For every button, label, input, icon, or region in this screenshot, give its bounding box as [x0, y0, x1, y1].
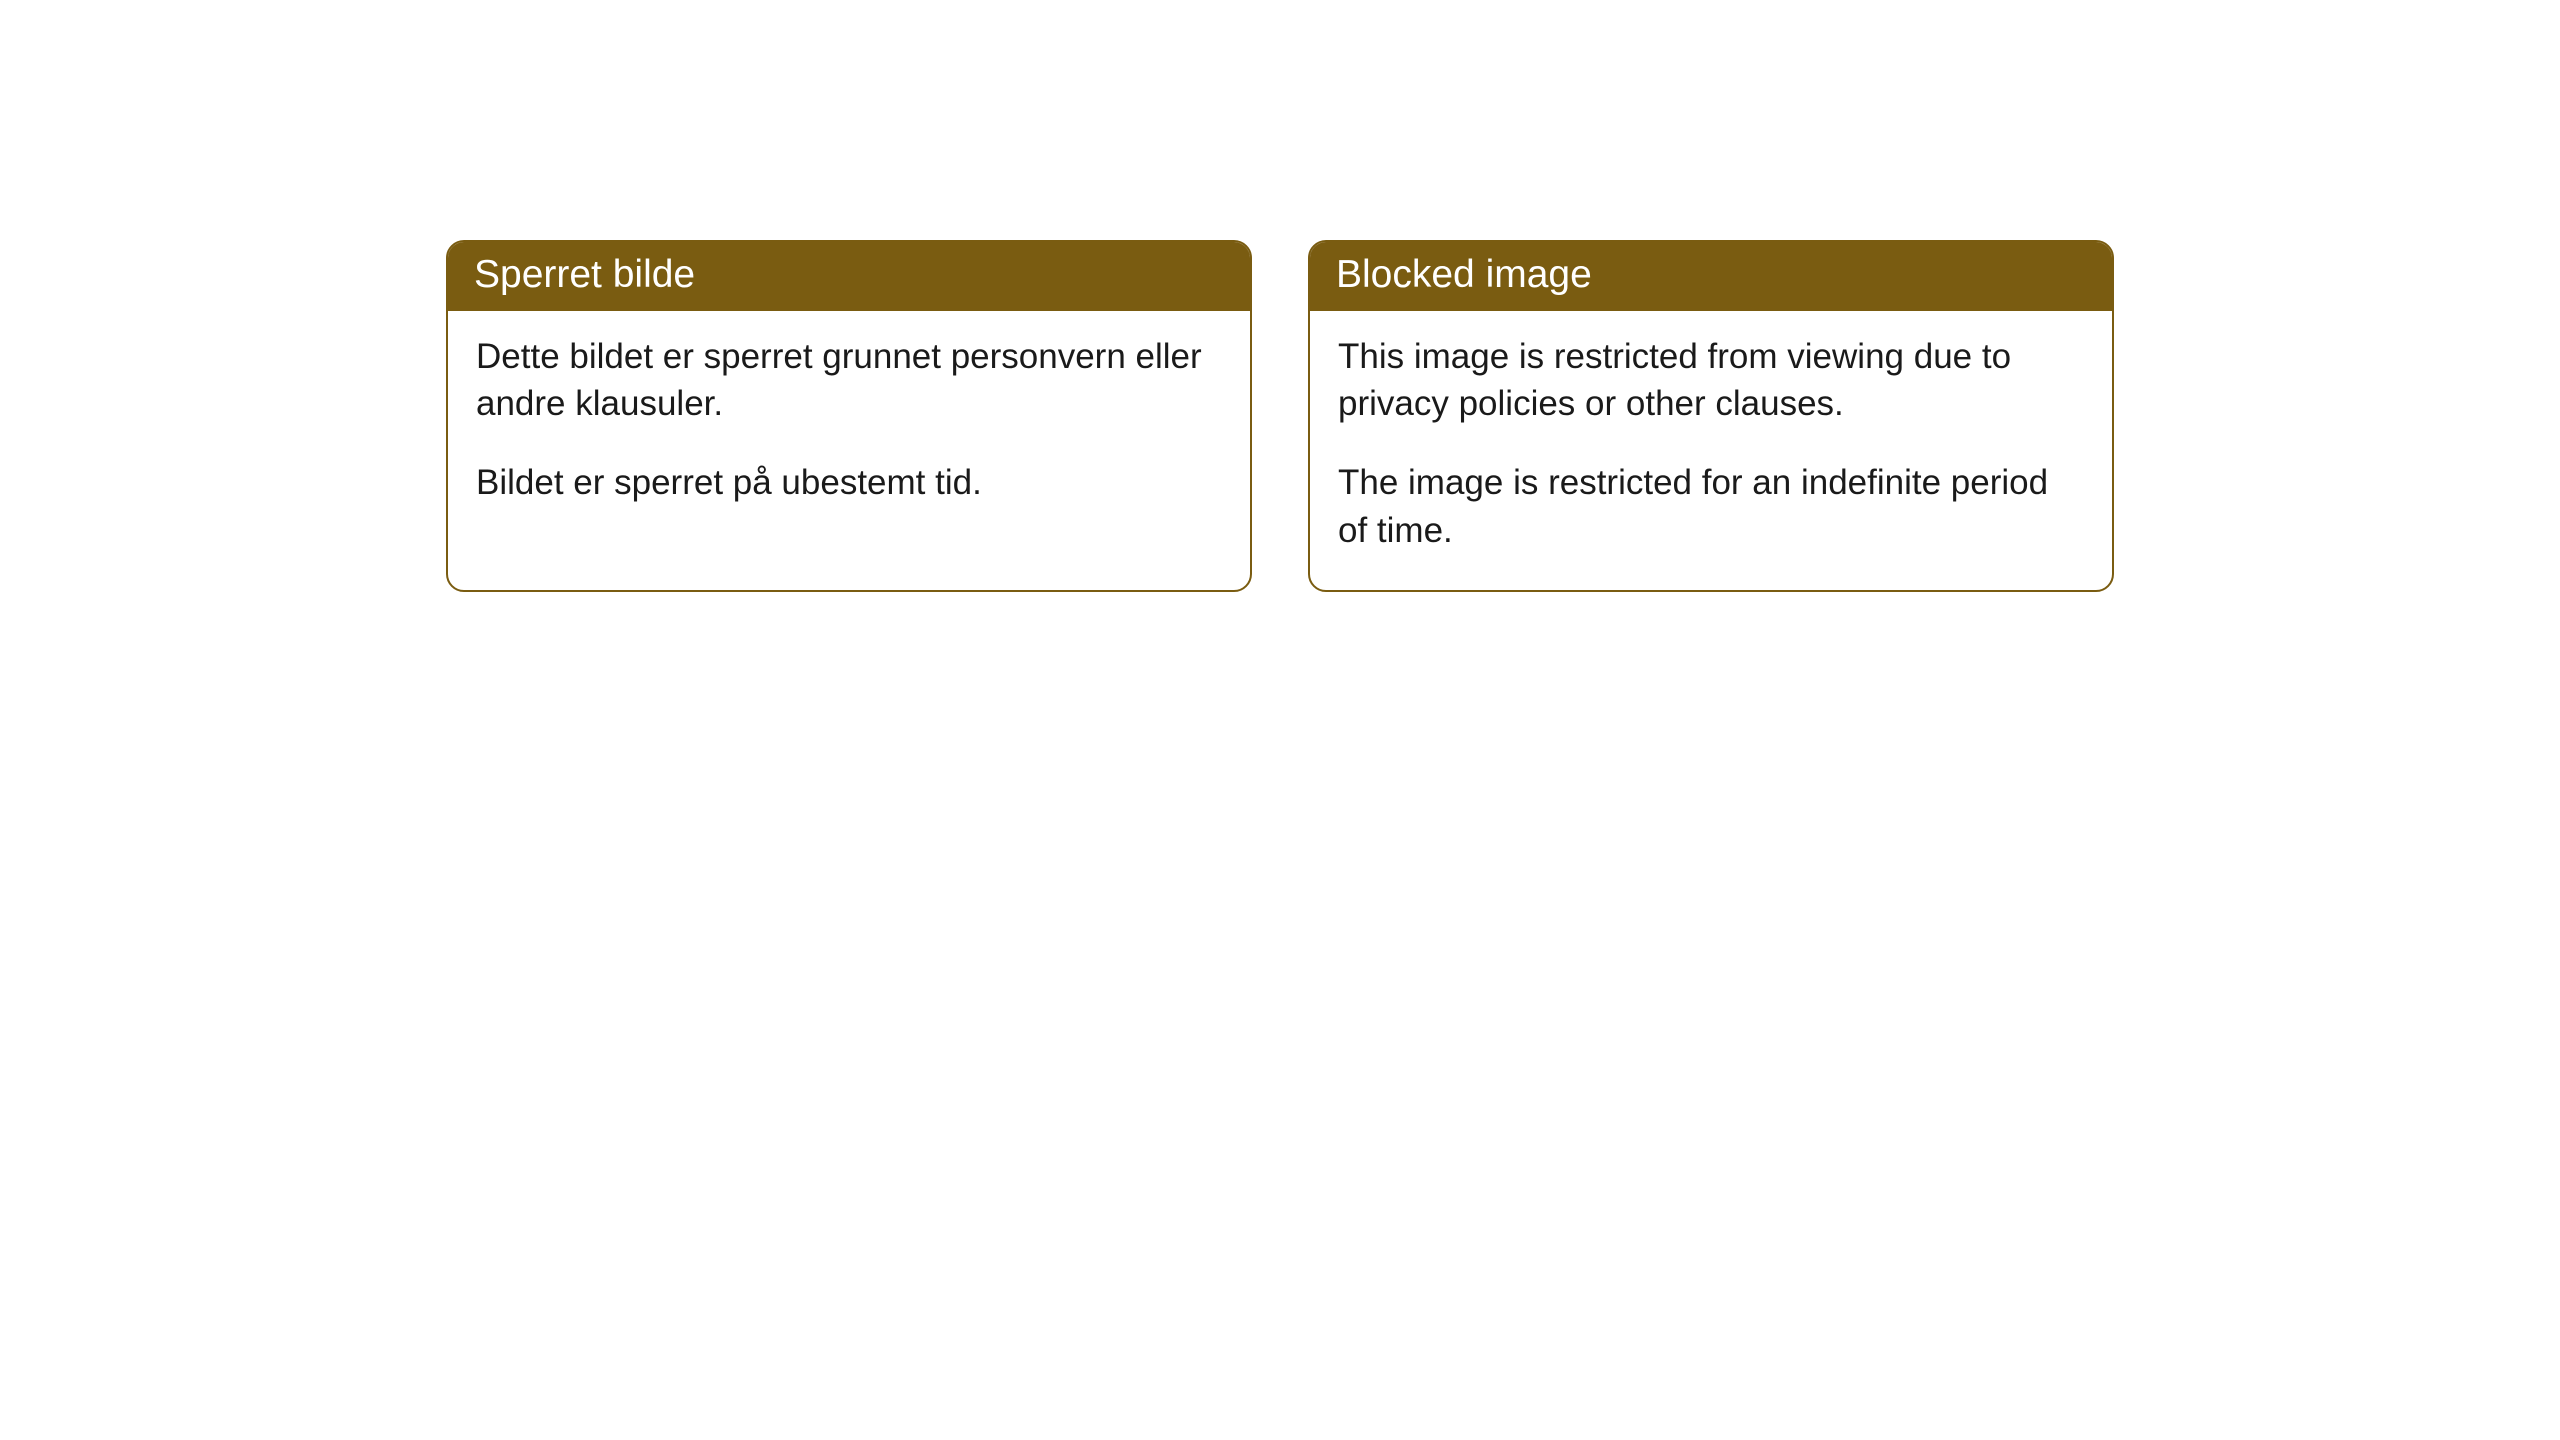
card-header-english: Blocked image — [1310, 242, 2112, 311]
card-title: Blocked image — [1336, 253, 1592, 296]
card-title: Sperret bilde — [474, 253, 695, 296]
card-body-norwegian: Dette bildet er sperret grunnet personve… — [448, 311, 1250, 543]
blocked-image-card-norwegian: Sperret bilde Dette bildet er sperret gr… — [446, 240, 1252, 592]
blocked-image-card-english: Blocked image This image is restricted f… — [1308, 240, 2114, 592]
card-paragraph: Dette bildet er sperret grunnet personve… — [476, 333, 1222, 428]
card-header-norwegian: Sperret bilde — [448, 242, 1250, 311]
card-paragraph: The image is restricted for an indefinit… — [1338, 459, 2084, 554]
notice-cards-container: Sperret bilde Dette bildet er sperret gr… — [0, 0, 2560, 592]
card-paragraph: Bildet er sperret på ubestemt tid. — [476, 459, 1222, 506]
card-paragraph: This image is restricted from viewing du… — [1338, 333, 2084, 428]
card-body-english: This image is restricted from viewing du… — [1310, 311, 2112, 590]
